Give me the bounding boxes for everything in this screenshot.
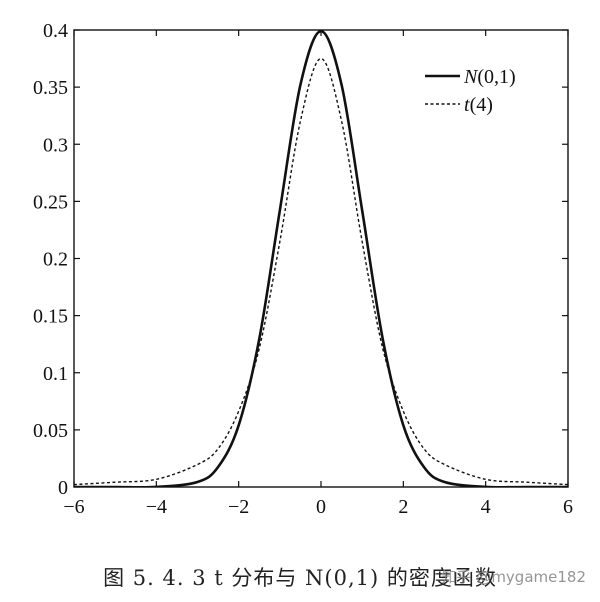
axis-ticks: −6 −4 −2 0 2 4 6 0 0.05 0.1 0.15 0.2 0.25 0.3 0.35 0.4 [33,20,573,518]
series-line-0 [74,30,568,487]
x-tick-label-2: −2 [228,496,249,518]
x-tick-label-1: −4 [146,496,167,518]
x-tick-label-0: −6 [63,496,84,518]
x-tick-label-4: 2 [398,496,408,518]
plot-area [73,29,569,488]
y-tick-label-8: 0.4 [43,20,68,42]
y-tick-label-0: 0 [58,477,68,499]
figure-caption: 图 5. 4. 3 t 分布与 N(0,1) 的密度函数 [103,566,497,590]
series-line-1 [74,57,568,486]
legend-label-0: N(0,1) [463,66,516,88]
y-tick-label-6: 0.3 [43,134,68,156]
legend: N(0,1) t(4) [425,66,516,116]
x-tick-label-5: 4 [481,496,491,518]
y-tick-label-7: 0.35 [33,77,68,99]
legend-label-1: t(4) [464,94,493,116]
y-tick-label-2: 0.1 [43,363,68,385]
y-tick-label-4: 0.2 [43,249,68,271]
x-tick-label-3: 0 [316,496,326,518]
watermark: 知乎 @mygame182 [441,568,586,586]
y-tick-label-3: 0.15 [33,306,68,328]
plot-frame [73,29,569,488]
x-tick-label-6: 6 [563,496,573,518]
y-tick-label-5: 0.25 [33,191,68,213]
y-tick-label-1: 0.05 [33,420,68,442]
